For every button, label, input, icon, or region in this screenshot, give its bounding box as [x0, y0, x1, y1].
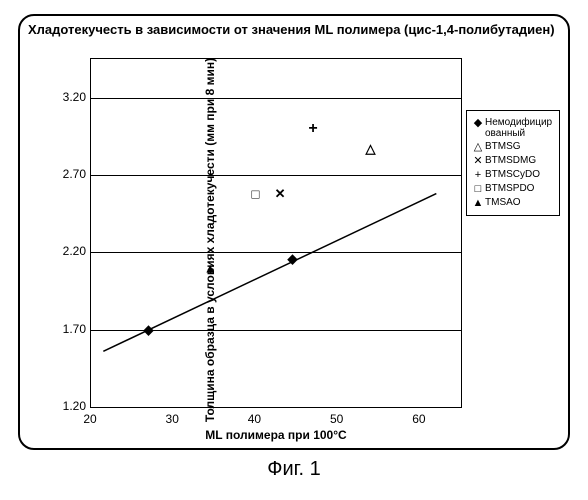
plot-svg [91, 59, 461, 407]
gridline [91, 98, 461, 99]
legend-marker-icon: ✕ [471, 155, 485, 167]
data-point-x: ✕ [275, 186, 286, 202]
x-axis-label: ML полимера при 100°С [90, 428, 462, 442]
x-tick-label: 20 [80, 412, 100, 426]
legend-label: BTMSDMG [485, 155, 555, 166]
legend-marker-icon: △ [471, 141, 485, 153]
legend-item: ✕BTMSDMG [471, 155, 555, 167]
data-point-square-open: □ [252, 186, 260, 201]
gridline [91, 175, 461, 176]
plot-area: ◆◆△✕+□▲ [90, 58, 462, 408]
legend-item: □BTMSPDO [471, 183, 555, 195]
x-tick-label: 40 [244, 412, 264, 426]
legend-item: ◆Немодифицированный [471, 117, 555, 139]
y-axis-label: Толщина образца в условиях хладотекучест… [203, 58, 217, 422]
y-tick-label: 3.20 [46, 90, 86, 104]
y-axis-label-text: Толщина образца в условиях хладотекучест… [203, 58, 217, 422]
y-tick-label: 1.70 [46, 322, 86, 336]
legend-item: △BTMSG [471, 141, 555, 153]
x-tick-label: 60 [409, 412, 429, 426]
y-tick-label: 1.20 [46, 399, 86, 413]
data-point-diamond-filled: ◆ [287, 251, 297, 267]
figure-container: Хладотекучесть в зависимости от значения… [0, 0, 588, 500]
legend-label: Немодифицированный [485, 117, 555, 139]
legend-label: BTMSG [485, 141, 555, 152]
data-point-plus: + [308, 120, 317, 138]
y-tick-label: 2.20 [46, 244, 86, 258]
legend-marker-icon: + [471, 169, 485, 181]
legend-label: BTMSPDO [485, 183, 555, 194]
legend-marker-icon: ◆ [471, 117, 485, 129]
chart-title: Хладотекучесть в зависимости от значения… [28, 22, 555, 37]
legend: ◆Немодифицированный△BTMSG✕BTMSDMG+BTMSCy… [466, 110, 560, 216]
data-point-diamond-filled: ◆ [144, 322, 154, 338]
legend-marker-icon: □ [471, 183, 485, 195]
legend-item: +BTMSCyDO [471, 169, 555, 181]
legend-marker-icon: ▲ [471, 197, 485, 209]
x-tick-label: 30 [162, 412, 182, 426]
x-tick-label: 50 [327, 412, 347, 426]
data-point-triangle-open: △ [366, 141, 376, 157]
legend-label: TMSAO [485, 197, 555, 208]
gridline [91, 252, 461, 253]
legend-label: BTMSCyDO [485, 169, 555, 180]
figure-caption: Фиг. 1 [0, 458, 588, 481]
y-tick-label: 2.70 [46, 167, 86, 181]
legend-item: ▲TMSAO [471, 197, 555, 209]
